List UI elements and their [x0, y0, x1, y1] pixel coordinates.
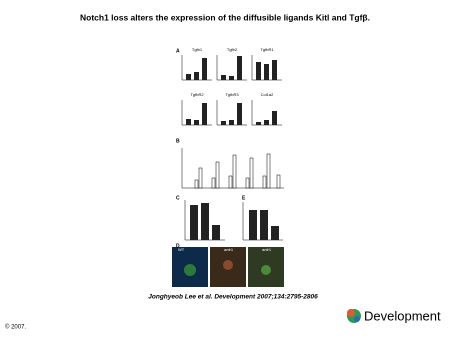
- copyright: © 2007.: [5, 324, 26, 331]
- bar: [264, 64, 269, 80]
- bar: [272, 111, 277, 125]
- bar: [256, 62, 261, 80]
- bar: [221, 75, 226, 80]
- chart-title: Tgfb2: [227, 47, 238, 52]
- image-label: anfr1: [262, 247, 272, 252]
- axis: [184, 200, 225, 241]
- chart-title: Tgfb1: [192, 47, 203, 52]
- bar: [194, 72, 199, 80]
- panel-label: B: [176, 138, 180, 144]
- bar: [237, 103, 242, 125]
- panel-label: D: [176, 243, 180, 249]
- citation: Jonghyeob Lee et al. Development 2007;13…: [148, 294, 318, 301]
- bar: [202, 103, 207, 125]
- image-label: anfr1: [224, 247, 234, 252]
- panel-label: A: [176, 48, 180, 54]
- bar: [229, 120, 234, 125]
- image-label: WT: [178, 247, 185, 252]
- bar: [237, 56, 242, 80]
- bar: [202, 58, 207, 80]
- chart-title: TgfbR3: [225, 92, 239, 97]
- bar: [186, 74, 191, 80]
- bar: [229, 76, 234, 80]
- bar: [264, 120, 269, 125]
- bar: [272, 60, 277, 80]
- bar: [256, 122, 261, 125]
- panel-label: C: [176, 195, 180, 201]
- chart-title: TgfbR1: [260, 47, 274, 52]
- figure: [172, 148, 284, 287]
- panel-label: E: [242, 195, 246, 201]
- title: Notch1 loss alters the expression of the…: [80, 12, 370, 22]
- chart-title: TgfbR2: [190, 92, 204, 97]
- bar: [194, 120, 199, 125]
- chart-title: Col1a2: [261, 92, 274, 97]
- logo: Development: [347, 308, 441, 323]
- axis: [242, 202, 283, 241]
- bar: [221, 121, 226, 125]
- logo-text: Development: [364, 308, 441, 323]
- bar: [186, 119, 191, 125]
